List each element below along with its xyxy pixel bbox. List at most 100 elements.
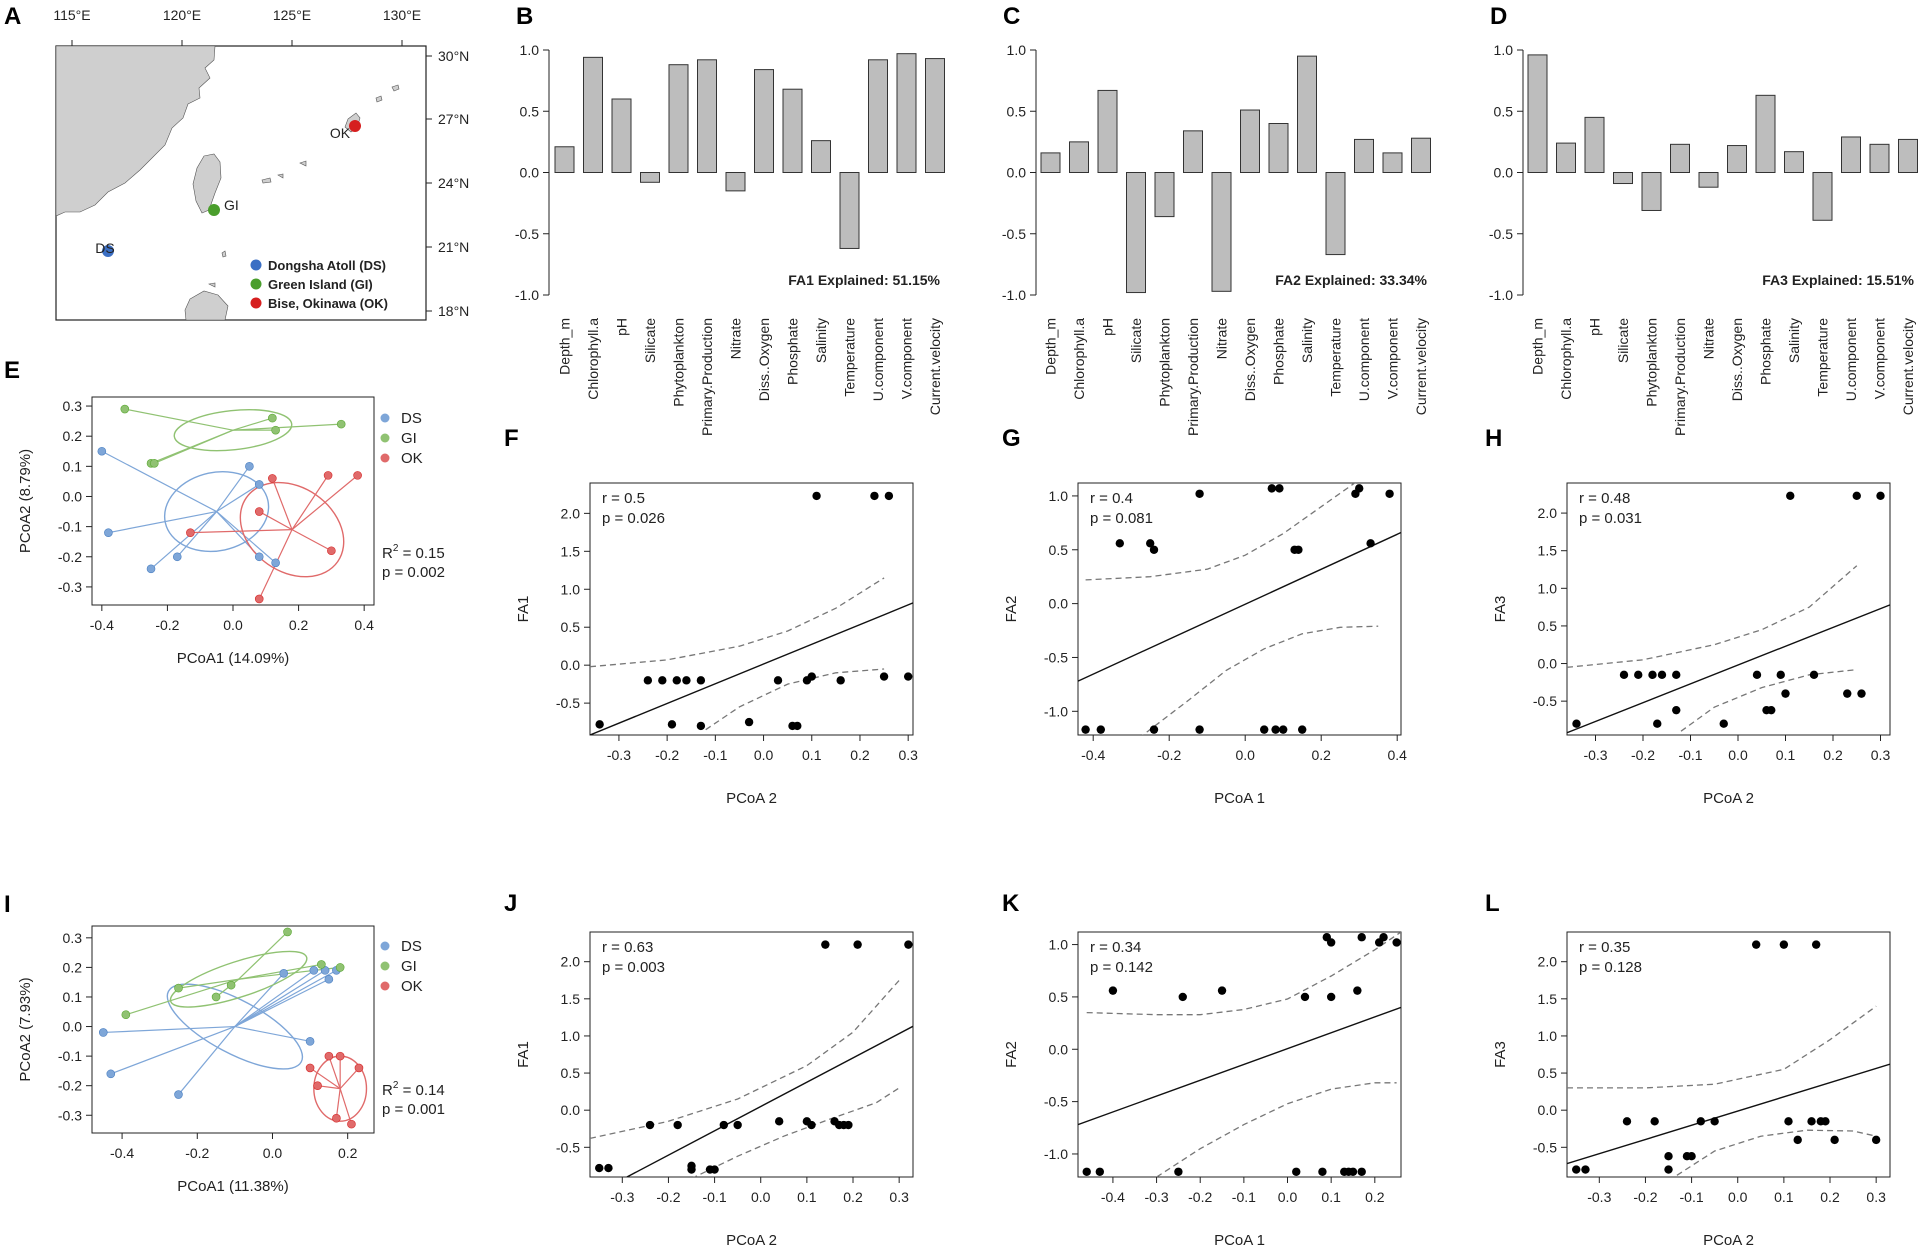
y-tick-label: -0.5 <box>1533 1139 1557 1155</box>
data-point <box>1292 1167 1301 1176</box>
category-label: Current.velocity <box>1413 318 1429 415</box>
spider-line <box>178 978 239 989</box>
site-code-gi: GI <box>224 197 239 213</box>
category-label: Temperature <box>1328 318 1344 397</box>
category-label: Phosphate <box>785 318 801 385</box>
point-ok <box>268 474 277 483</box>
data-point <box>1619 670 1629 680</box>
x-axis-label: PCoA1 (14.09%) <box>177 650 290 667</box>
bar <box>611 98 632 173</box>
x-tick-label: 0.2 <box>1365 1189 1385 1205</box>
y-tick-label: 0.1 <box>63 989 83 1005</box>
category-label: pH <box>1587 318 1603 336</box>
point-gi <box>317 960 326 969</box>
data-point <box>658 676 667 685</box>
lat-tick-label: 18°N <box>438 303 469 319</box>
explained-variance-label: FA1 Explained: 51.15% <box>788 272 940 288</box>
legend-dot-ok <box>380 453 390 463</box>
spider-line <box>258 511 293 531</box>
category-label: pH <box>1100 318 1116 336</box>
data-point <box>773 676 783 685</box>
data-point <box>1326 938 1336 947</box>
bar <box>725 172 746 192</box>
data-point <box>1279 725 1288 734</box>
plot-area <box>1567 940 1890 1177</box>
lat-tick-label: 21°N <box>438 239 469 255</box>
category-label: Temperature <box>1815 318 1831 397</box>
data-point <box>1672 670 1681 680</box>
point-ok <box>324 1051 334 1061</box>
y-tick-label: -0.2 <box>58 549 82 565</box>
lat-tick-label: 27°N <box>438 111 469 127</box>
data-point <box>1751 940 1761 949</box>
x-tick-label: -0.4 <box>1101 1189 1125 1205</box>
data-point <box>1696 1117 1706 1126</box>
spider-line <box>125 978 239 1016</box>
point-ds <box>146 564 156 574</box>
data-point <box>1871 1135 1881 1145</box>
data-point <box>1672 705 1681 715</box>
y-tick-label: -0.3 <box>58 1107 82 1123</box>
plot-area <box>590 940 913 1177</box>
confidence-band-upper <box>1086 932 1401 1016</box>
y-tick-label: 0.1 <box>63 458 83 474</box>
spider-line <box>150 511 217 570</box>
x-tick-label: -0.4 <box>110 1145 134 1161</box>
point-gi <box>336 419 346 429</box>
bar <box>1268 123 1289 173</box>
x-tick-label: 0.0 <box>263 1145 283 1161</box>
site-code-ds: DS <box>95 240 114 256</box>
y-tick-label: -0.5 <box>556 1139 580 1155</box>
data-point <box>595 1163 604 1173</box>
map-legend: Dongsha Atoll (DS) Green Island (GI) Bis… <box>250 258 388 311</box>
plot-frame <box>1566 482 1891 736</box>
point-ds <box>104 528 113 537</box>
data-point <box>821 940 830 949</box>
legend-dot-gi <box>380 433 390 443</box>
category-label: Phosphate <box>1758 318 1774 385</box>
data-point <box>1622 1117 1632 1126</box>
island <box>375 95 383 103</box>
data-point <box>687 1165 696 1174</box>
regression-line <box>1078 1006 1401 1126</box>
y-tick-label: 1.5 <box>1538 543 1558 559</box>
panel-label-b: B <box>516 3 533 30</box>
site-marker-ds <box>102 245 114 257</box>
spider-line <box>328 1055 341 1089</box>
point-ds <box>245 462 254 471</box>
data-point <box>870 491 879 501</box>
x-tick-label: 0.3 <box>1871 747 1891 763</box>
category-label: Salinity <box>813 318 829 363</box>
x-axis-label: PCoA 1 <box>1214 790 1265 807</box>
point-ok <box>254 594 264 604</box>
correlation-plot-h: -0.3 -0.2 -0.1 0.0 0.1 0.2 0.3 -0.5 0.0 0.5 1.0 1.5… <box>1492 482 1891 807</box>
legend-label-ok: OK <box>401 450 423 467</box>
category-label: V.component <box>1872 318 1888 399</box>
data-point <box>643 676 653 685</box>
correlation-plot-j: -0.3 -0.2 -0.1 0.0 0.1 0.2 0.3 -0.5 0.0 0.5 1.0 1.5… <box>515 931 914 1249</box>
plot-frame <box>589 931 914 1178</box>
confidence-band-lower <box>1156 1082 1397 1177</box>
legend-dot-ds <box>380 941 390 951</box>
category-label: Depth_m <box>1043 318 1059 375</box>
legend-label-ds: DS <box>401 938 422 955</box>
point-ds <box>172 552 182 562</box>
category-label: Silicate <box>1615 318 1631 363</box>
island <box>221 250 227 258</box>
x-tick-label: -0.3 <box>1587 1189 1611 1205</box>
point-gi <box>174 983 183 993</box>
category-label: Temperature <box>842 318 858 397</box>
data-point <box>682 676 691 685</box>
category-label: Nitrate <box>1214 318 1230 359</box>
data-point <box>595 720 604 729</box>
data-point <box>1664 1165 1673 1174</box>
category-label: Salinity <box>1786 318 1802 363</box>
spider-line <box>216 511 277 564</box>
y-tick-label: -0.3 <box>58 579 82 595</box>
legend-dot-ok <box>380 981 390 991</box>
x-tick-label: 0.0 <box>1728 1189 1748 1205</box>
y-tick-label: -0.5 <box>1002 226 1026 242</box>
x-tick-label: 0.4 <box>354 617 374 633</box>
point-ds <box>279 969 289 978</box>
